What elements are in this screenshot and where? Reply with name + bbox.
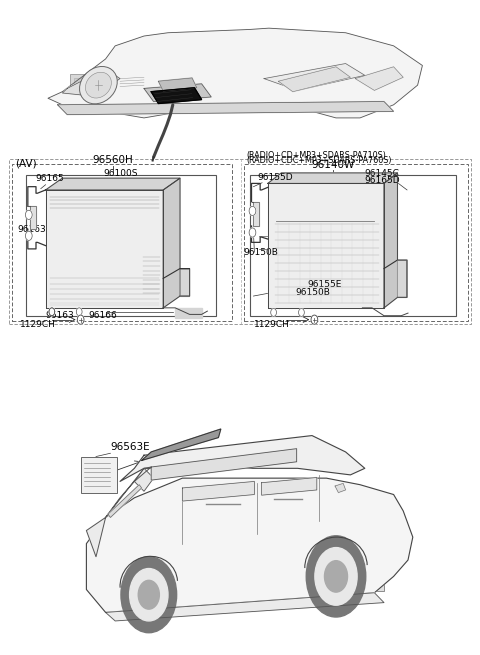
Polygon shape [262, 477, 317, 495]
Bar [54, 208, 134, 267]
Polygon shape [175, 308, 202, 318]
Bar [250, 175, 456, 316]
Polygon shape [144, 84, 211, 102]
Polygon shape [46, 178, 180, 190]
Polygon shape [142, 429, 221, 460]
Polygon shape [278, 67, 350, 92]
Polygon shape [268, 183, 384, 308]
Circle shape [315, 548, 357, 605]
Bar [275, 193, 375, 218]
Bar [365, 574, 384, 591]
Circle shape [25, 231, 32, 240]
Polygon shape [384, 173, 397, 308]
Text: 96140W: 96140W [311, 160, 354, 170]
Bar [26, 175, 216, 316]
Text: 96560H: 96560H [93, 155, 133, 165]
Bar [142, 252, 161, 298]
Polygon shape [120, 436, 365, 481]
Text: 1129CH: 1129CH [254, 320, 290, 329]
Polygon shape [46, 190, 163, 308]
Circle shape [249, 206, 256, 215]
Circle shape [249, 228, 256, 237]
Bar [74, 78, 86, 86]
Ellipse shape [85, 72, 111, 98]
Circle shape [77, 315, 84, 324]
Circle shape [130, 569, 168, 621]
Circle shape [76, 308, 82, 316]
Polygon shape [180, 269, 189, 296]
Ellipse shape [80, 66, 117, 104]
Polygon shape [355, 67, 403, 90]
Circle shape [121, 557, 177, 633]
Polygon shape [86, 478, 413, 612]
Polygon shape [62, 69, 120, 95]
Bar [81, 457, 117, 493]
Circle shape [271, 309, 276, 316]
Polygon shape [397, 260, 406, 297]
Text: 96165: 96165 [35, 174, 64, 183]
Polygon shape [335, 483, 346, 493]
Polygon shape [108, 485, 142, 517]
Text: 96155D: 96155D [258, 173, 293, 182]
Polygon shape [182, 481, 254, 501]
Text: 96150B: 96150B [295, 288, 330, 297]
Text: 96166: 96166 [89, 311, 118, 320]
Text: 96165D: 96165D [365, 176, 400, 185]
Polygon shape [252, 202, 259, 226]
Polygon shape [48, 28, 422, 118]
Bar [9, 159, 471, 324]
Circle shape [324, 561, 348, 592]
Polygon shape [86, 467, 151, 557]
Bar [70, 74, 91, 90]
Bar [274, 192, 377, 219]
Circle shape [138, 580, 159, 609]
Polygon shape [58, 102, 394, 115]
Polygon shape [134, 468, 154, 491]
Text: 1129CH: 1129CH [20, 320, 56, 329]
Text: 96163: 96163 [46, 311, 74, 320]
Polygon shape [106, 593, 384, 621]
Text: (AV): (AV) [15, 159, 37, 169]
Polygon shape [28, 206, 36, 229]
Text: (RADIO+CD+MP3+SDARS-PA710S): (RADIO+CD+MP3+SDARS-PA710S) [246, 151, 386, 160]
Bar [52, 206, 136, 270]
Text: 96100S: 96100S [103, 169, 138, 178]
Polygon shape [158, 78, 197, 91]
Text: 96150B: 96150B [244, 248, 279, 257]
Bar [244, 164, 468, 321]
Circle shape [49, 308, 55, 316]
Text: 96155E: 96155E [307, 280, 342, 290]
Text: (RADIO+CDC+MP3+SDARS-PA760S): (RADIO+CDC+MP3+SDARS-PA760S) [246, 156, 392, 165]
Text: 96163: 96163 [18, 225, 47, 234]
Circle shape [306, 536, 366, 617]
Polygon shape [151, 88, 202, 103]
Text: 96563E: 96563E [110, 442, 150, 452]
Circle shape [311, 315, 318, 324]
Bar [12, 164, 232, 321]
Polygon shape [151, 449, 297, 480]
Circle shape [49, 308, 55, 316]
Circle shape [25, 210, 32, 219]
Circle shape [299, 309, 304, 316]
Polygon shape [264, 64, 365, 90]
Polygon shape [163, 178, 180, 308]
Polygon shape [268, 173, 397, 183]
Text: 96145C: 96145C [365, 169, 400, 178]
